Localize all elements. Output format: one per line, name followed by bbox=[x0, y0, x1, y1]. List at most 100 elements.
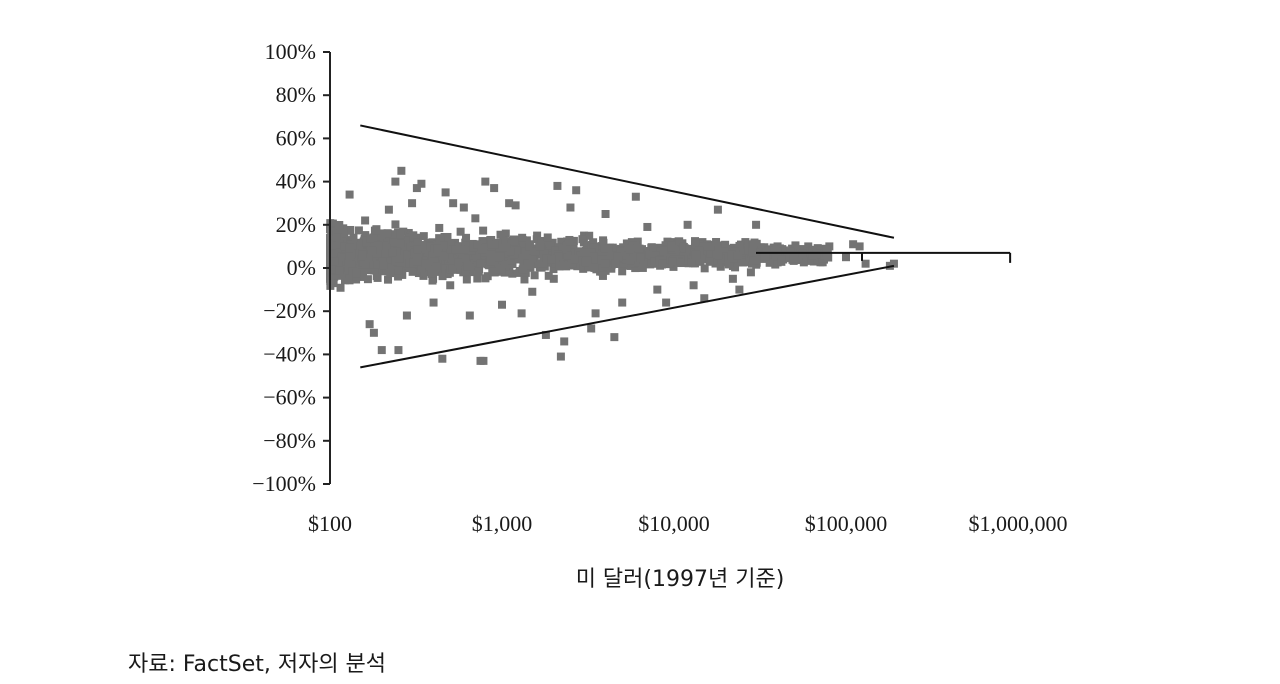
data-point bbox=[668, 257, 677, 266]
data-point bbox=[383, 229, 392, 238]
data-point bbox=[373, 246, 382, 255]
data-point bbox=[650, 257, 659, 266]
data-point bbox=[446, 281, 455, 290]
data-point bbox=[808, 247, 817, 256]
data-point bbox=[861, 259, 870, 268]
data-point bbox=[377, 229, 386, 238]
data-point bbox=[541, 330, 550, 339]
data-point bbox=[472, 253, 481, 262]
data-point bbox=[447, 254, 456, 263]
data-point bbox=[448, 264, 457, 273]
data-point bbox=[662, 298, 671, 307]
data-point bbox=[395, 254, 404, 263]
y-tick-label: 80% bbox=[276, 82, 316, 107]
data-point bbox=[653, 285, 662, 294]
data-point bbox=[435, 223, 444, 232]
data-point bbox=[487, 240, 496, 249]
data-point bbox=[337, 270, 346, 279]
data-point bbox=[481, 274, 490, 283]
data-point bbox=[463, 262, 472, 271]
data-point bbox=[339, 227, 348, 236]
data-point bbox=[589, 238, 598, 247]
data-point bbox=[667, 243, 676, 252]
data-point bbox=[613, 252, 622, 261]
data-point bbox=[512, 246, 521, 255]
data-point bbox=[706, 250, 715, 259]
data-point bbox=[495, 243, 504, 252]
data-point bbox=[440, 251, 449, 260]
data-point bbox=[465, 311, 474, 320]
data-point bbox=[590, 263, 599, 272]
data-point bbox=[345, 190, 354, 199]
data-point bbox=[478, 237, 487, 246]
data-point bbox=[639, 258, 648, 267]
data-point bbox=[752, 250, 761, 259]
data-point bbox=[706, 242, 715, 251]
data-point bbox=[601, 210, 610, 218]
data-point bbox=[536, 242, 545, 251]
data-point bbox=[470, 258, 479, 267]
data-point bbox=[549, 274, 558, 283]
data-point bbox=[352, 269, 361, 278]
data-point bbox=[618, 261, 627, 270]
data-point bbox=[382, 243, 391, 252]
data-point bbox=[500, 249, 509, 258]
data-point bbox=[733, 251, 742, 260]
data-point bbox=[603, 253, 612, 262]
data-point bbox=[661, 241, 670, 250]
data-point bbox=[601, 259, 610, 268]
data-point bbox=[449, 199, 458, 208]
data-point bbox=[413, 238, 422, 247]
data-point bbox=[855, 242, 864, 251]
data-point bbox=[842, 253, 850, 262]
data-point bbox=[332, 233, 341, 242]
y-tick-label: −60% bbox=[263, 385, 316, 410]
data-point bbox=[618, 267, 627, 276]
data-point bbox=[714, 259, 723, 268]
data-point bbox=[679, 242, 688, 251]
y-tick-label: −40% bbox=[263, 341, 316, 366]
data-point bbox=[386, 269, 395, 278]
data-point bbox=[361, 231, 370, 240]
data-point bbox=[340, 242, 349, 251]
data-point bbox=[421, 259, 430, 268]
data-point bbox=[510, 237, 519, 246]
data-point bbox=[621, 251, 630, 260]
data-point bbox=[635, 244, 644, 253]
data-point bbox=[587, 324, 596, 333]
data-point bbox=[537, 236, 546, 245]
data-point bbox=[812, 250, 821, 259]
data-point bbox=[413, 233, 422, 242]
data-point bbox=[651, 251, 660, 260]
data-point bbox=[507, 256, 516, 265]
data-point bbox=[789, 254, 798, 263]
data-point bbox=[698, 242, 707, 251]
data-point bbox=[412, 184, 421, 193]
data-point bbox=[544, 247, 553, 256]
data-point bbox=[791, 241, 800, 250]
y-tick-label: 40% bbox=[276, 169, 316, 194]
data-point bbox=[752, 260, 761, 269]
data-point bbox=[419, 241, 428, 250]
data-point bbox=[419, 232, 428, 241]
data-point bbox=[366, 234, 375, 243]
data-point bbox=[432, 262, 441, 271]
data-point bbox=[394, 266, 403, 275]
data-point bbox=[772, 252, 781, 261]
data-point bbox=[328, 227, 337, 236]
data-point bbox=[532, 235, 541, 244]
data-point bbox=[401, 242, 410, 251]
data-point bbox=[777, 255, 786, 264]
data-point bbox=[556, 352, 565, 361]
data-point bbox=[389, 238, 398, 247]
data-point bbox=[554, 252, 563, 261]
data-point bbox=[400, 250, 409, 259]
data-point bbox=[496, 252, 505, 261]
data-point bbox=[498, 300, 506, 309]
data-point bbox=[432, 240, 441, 249]
x-tick-label: $1,000,000 bbox=[969, 511, 1068, 536]
y-tick-label: 0% bbox=[287, 255, 316, 280]
data-point bbox=[396, 230, 405, 239]
data-point bbox=[808, 251, 817, 260]
data-point bbox=[616, 247, 625, 256]
